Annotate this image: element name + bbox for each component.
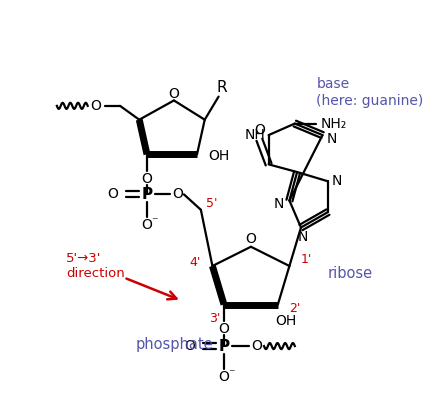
Text: O: O bbox=[90, 99, 101, 113]
Text: base
(here: guanine): base (here: guanine) bbox=[316, 77, 424, 108]
Text: 2': 2' bbox=[289, 302, 300, 315]
Text: O: O bbox=[184, 339, 195, 353]
Text: P: P bbox=[141, 187, 152, 202]
Text: O: O bbox=[219, 370, 229, 384]
Text: N: N bbox=[332, 174, 342, 188]
Text: ⁻: ⁻ bbox=[229, 368, 235, 380]
Text: O: O bbox=[219, 322, 229, 336]
Text: O: O bbox=[107, 187, 118, 202]
Text: OH: OH bbox=[275, 315, 296, 328]
Text: O: O bbox=[251, 339, 262, 353]
Text: O: O bbox=[169, 87, 179, 101]
Text: NH₂: NH₂ bbox=[320, 116, 346, 131]
Text: N: N bbox=[273, 197, 284, 211]
Text: 4': 4' bbox=[190, 256, 201, 269]
Text: ⁻: ⁻ bbox=[152, 215, 158, 228]
Text: OH: OH bbox=[208, 149, 229, 163]
Text: NH: NH bbox=[244, 128, 265, 142]
Text: ribose: ribose bbox=[328, 266, 373, 281]
Text: P: P bbox=[218, 339, 229, 354]
Text: O: O bbox=[142, 218, 152, 232]
Text: R: R bbox=[216, 80, 227, 95]
Text: O: O bbox=[246, 232, 256, 246]
Text: phosphate: phosphate bbox=[135, 337, 213, 352]
Text: 1': 1' bbox=[301, 253, 312, 266]
Text: N: N bbox=[297, 230, 308, 244]
Text: 5'→3'
direction: 5'→3' direction bbox=[66, 252, 125, 280]
Text: O: O bbox=[142, 172, 152, 186]
Text: 3': 3' bbox=[209, 312, 220, 325]
Text: N: N bbox=[327, 132, 337, 146]
Text: O: O bbox=[254, 123, 265, 137]
Text: 5': 5' bbox=[206, 197, 217, 210]
Text: O: O bbox=[172, 187, 183, 202]
